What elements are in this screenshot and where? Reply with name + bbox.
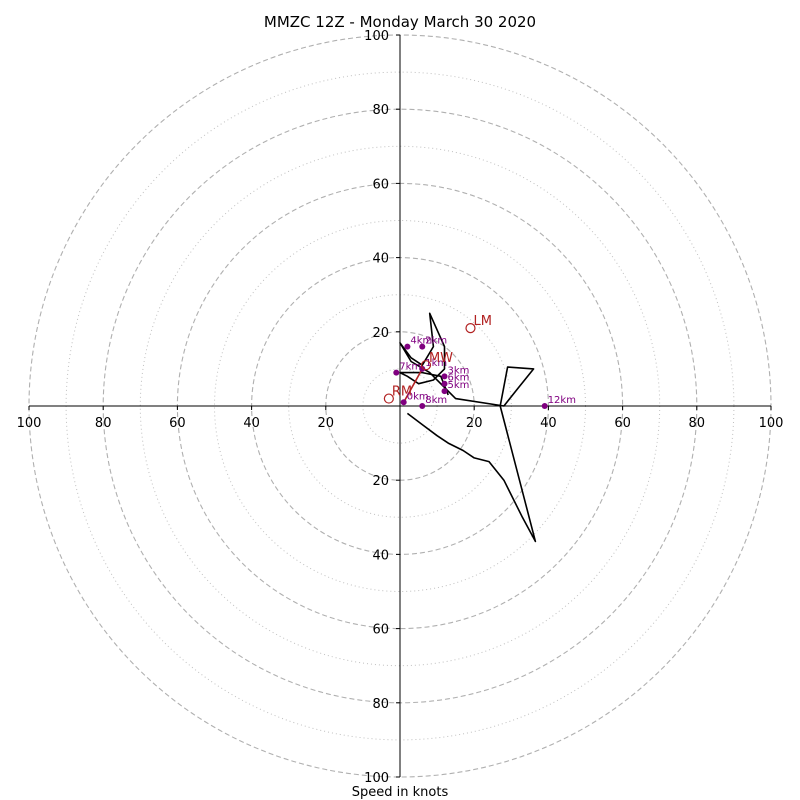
- tick-label-right-60: 60: [614, 416, 631, 431]
- tick-label-left-60: 60: [169, 416, 186, 431]
- height-label-0km: 0km: [407, 391, 429, 402]
- height-marker-7km: [393, 369, 400, 376]
- chart-title: MMZC 12Z - Monday March 30 2020: [264, 13, 536, 31]
- tick-label-left-40: 40: [243, 416, 260, 431]
- tick-label-up-40: 40: [372, 252, 389, 267]
- tick-labels: 20 20 20 20 40 40 40 40 60 60 60 60 80 80 80 80 100 100 10…: [17, 29, 784, 786]
- height-marker-8km: [419, 403, 426, 409]
- axes: [29, 35, 771, 777]
- storm-label-MW: MW: [429, 351, 453, 366]
- height-marker-2km: [419, 343, 426, 350]
- tick-label-down-60: 60: [372, 623, 389, 638]
- height-label-4km: 4km: [410, 336, 432, 347]
- tick-label-right-100: 100: [759, 416, 784, 431]
- tick-label-left-20: 20: [318, 416, 335, 431]
- tick-label-down-80: 80: [372, 697, 389, 712]
- height-marker-4km: [404, 343, 411, 350]
- height-marker-3km: [441, 373, 448, 380]
- height-marker-5km: [441, 388, 448, 395]
- tick-label-left-80: 80: [95, 416, 112, 431]
- height-marker-1km: [419, 365, 426, 372]
- height-label-12km: 12km: [548, 395, 576, 406]
- tick-label-up-100: 100: [364, 29, 389, 44]
- tick-label-down-100: 100: [364, 771, 389, 786]
- storm-label-RM: RM: [392, 385, 412, 400]
- height-marker-12km: [541, 403, 548, 409]
- tick-label-down-20: 20: [372, 474, 389, 489]
- height-label-8km: 8km: [425, 395, 447, 406]
- tick-label-up-60: 60: [372, 177, 389, 192]
- storm-motion-markers: LM MW RM: [383, 314, 492, 404]
- height-label-1km: 1km: [425, 358, 447, 369]
- height-label-3km: 3km: [448, 365, 470, 376]
- x-axis-label: Speed in knots: [352, 785, 449, 800]
- tick-label-left-100: 100: [17, 416, 42, 431]
- hodograph-line: [399, 312, 537, 543]
- tick-label-up-80: 80: [372, 103, 389, 118]
- tick-label-right-40: 40: [540, 416, 557, 431]
- height-marker-6km: [441, 380, 448, 387]
- motion-vector-line: [403, 368, 423, 403]
- tick-label-right-80: 80: [689, 416, 706, 431]
- tick-label-up-20: 20: [372, 326, 389, 341]
- height-label-6km: 6km: [448, 373, 470, 384]
- motion-vector: [403, 368, 423, 403]
- storm-marker-RM: [383, 393, 394, 404]
- height-label-2km: 2km: [425, 336, 447, 347]
- storm-marker-LM: [465, 322, 476, 334]
- height-label-5km: 5km: [448, 380, 470, 391]
- storm-label-LM: LM: [473, 314, 491, 329]
- height-marker-0km: [400, 399, 407, 406]
- height-label-7km: 7km: [399, 362, 421, 373]
- storm-marker-MW: [420, 360, 432, 371]
- tick-label-down-40: 40: [372, 548, 389, 563]
- hodograph-trace: [399, 312, 537, 543]
- tick-label-right-20: 20: [466, 416, 483, 431]
